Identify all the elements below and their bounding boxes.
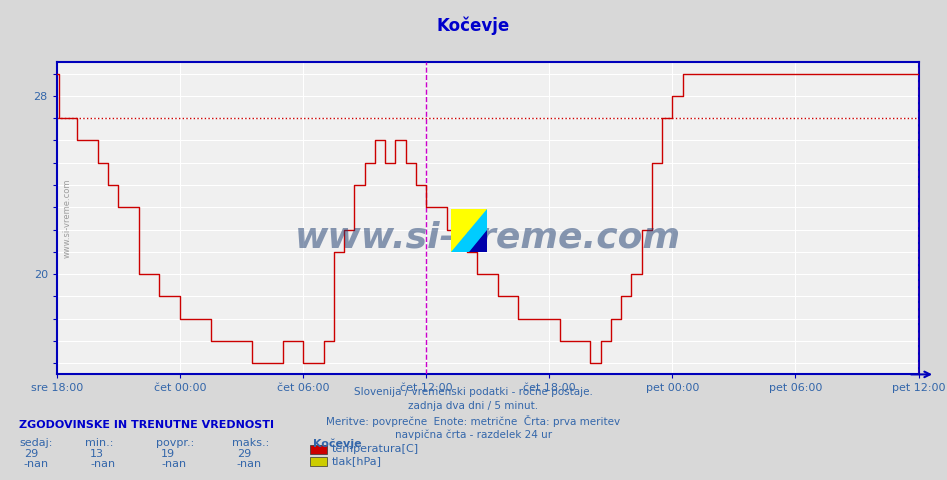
Text: www.si-vreme.com: www.si-vreme.com: [295, 220, 681, 254]
Text: povpr.:: povpr.:: [156, 438, 194, 448]
Text: temperatura[C]: temperatura[C]: [331, 444, 419, 454]
Polygon shape: [451, 209, 487, 252]
Text: tlak[hPa]: tlak[hPa]: [331, 456, 382, 466]
Text: www.si-vreme.com: www.si-vreme.com: [63, 179, 72, 258]
Text: -nan: -nan: [90, 459, 116, 469]
Text: -nan: -nan: [161, 459, 187, 469]
Bar: [310, 457, 327, 466]
Text: 29: 29: [24, 449, 38, 459]
Text: sedaj:: sedaj:: [19, 438, 52, 448]
Text: -nan: -nan: [24, 459, 49, 469]
Text: maks.:: maks.:: [232, 438, 269, 448]
Text: ZGODOVINSKE IN TRENUTNE VREDNOSTI: ZGODOVINSKE IN TRENUTNE VREDNOSTI: [19, 420, 274, 430]
Text: navpična črta - razdelek 24 ur: navpična črta - razdelek 24 ur: [395, 430, 552, 440]
Text: 29: 29: [237, 449, 251, 459]
Polygon shape: [451, 209, 487, 252]
Text: 19: 19: [161, 449, 175, 459]
Text: min.:: min.:: [85, 438, 114, 448]
Polygon shape: [469, 230, 487, 252]
Text: Meritve: povprečne  Enote: metrične  Črta: prva meritev: Meritve: povprečne Enote: metrične Črta:…: [327, 415, 620, 427]
Text: Kočevje: Kočevje: [313, 438, 361, 449]
Text: 13: 13: [90, 449, 104, 459]
Text: Kočevje: Kočevje: [437, 17, 510, 36]
Text: zadnja dva dni / 5 minut.: zadnja dva dni / 5 minut.: [408, 401, 539, 411]
Text: -nan: -nan: [237, 459, 262, 469]
Bar: [310, 445, 327, 454]
Text: Slovenija / vremenski podatki - ročne postaje.: Slovenija / vremenski podatki - ročne po…: [354, 386, 593, 397]
